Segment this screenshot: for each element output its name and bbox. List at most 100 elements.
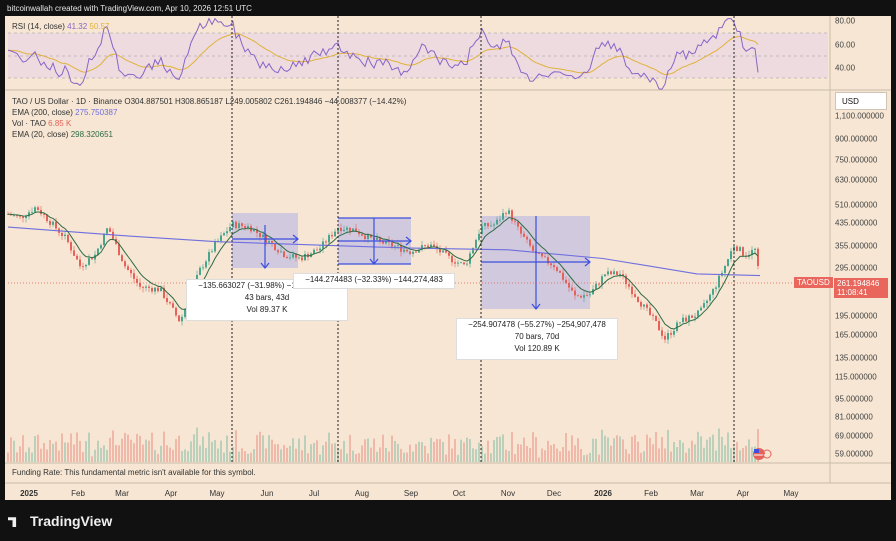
currency-selector[interactable]: USD bbox=[835, 92, 887, 110]
candle-body bbox=[253, 229, 255, 232]
price-tick-label: 435.000000 bbox=[835, 218, 878, 228]
candle-body bbox=[496, 219, 498, 225]
measure-box-1[interactable]: −135.663027 (−31.98%) −135,663,027 43 ba… bbox=[186, 279, 348, 321]
candle-body bbox=[673, 330, 675, 335]
volume-bar bbox=[40, 448, 42, 462]
volume-bar bbox=[532, 432, 534, 462]
price-tick-label: 355.000000 bbox=[835, 241, 878, 251]
candle-body bbox=[319, 248, 321, 251]
volume-bar bbox=[376, 451, 378, 462]
price-tick-label: 295.000000 bbox=[835, 263, 878, 273]
measure-box-2[interactable]: −144.274483 (−32.33%) −144,274,483 bbox=[293, 273, 455, 289]
candle-body bbox=[694, 316, 696, 318]
ema200-legend[interactable]: EMA (200, close) 275.750387 bbox=[12, 108, 117, 117]
candle-body bbox=[55, 221, 57, 229]
volume-bar bbox=[391, 435, 393, 462]
volume-bar bbox=[460, 439, 462, 462]
candle-body bbox=[532, 245, 534, 251]
volume-bar bbox=[703, 447, 705, 462]
volume-bar bbox=[85, 441, 87, 462]
volume-bar bbox=[88, 432, 90, 462]
volume-bar bbox=[595, 438, 597, 462]
candle-body bbox=[19, 215, 21, 217]
volume-bar bbox=[316, 440, 318, 462]
volume-bar bbox=[331, 443, 333, 462]
volume-bar bbox=[211, 441, 213, 462]
candle-body bbox=[43, 214, 45, 215]
candle-body bbox=[646, 304, 648, 308]
volume-bar bbox=[55, 441, 57, 462]
volume-bar bbox=[676, 446, 678, 462]
volume-bar bbox=[34, 436, 36, 462]
candle-body bbox=[403, 249, 405, 252]
volume-bar bbox=[43, 442, 45, 462]
candle-body bbox=[379, 237, 381, 241]
volume-bar bbox=[646, 434, 648, 462]
ema20-label: EMA (20, close) bbox=[12, 130, 69, 139]
rsi-label: RSI (14, close) bbox=[12, 22, 65, 31]
volume-bar bbox=[160, 445, 162, 462]
volume-bar bbox=[274, 444, 276, 462]
candle-body bbox=[751, 249, 753, 255]
volume-bar bbox=[745, 445, 747, 462]
volume-bar bbox=[412, 451, 414, 462]
volume-bar bbox=[640, 452, 642, 462]
volume-bar bbox=[16, 452, 18, 462]
volume-bar bbox=[136, 433, 138, 462]
volume-bar bbox=[568, 450, 570, 462]
candle-body bbox=[64, 234, 66, 236]
volume-bar bbox=[544, 450, 546, 462]
volume-bar bbox=[277, 444, 279, 462]
symbol-label: TAO / US Dollar · 1D · Binance bbox=[12, 97, 123, 106]
candle-body bbox=[166, 298, 168, 303]
time-tick-label: Jul bbox=[308, 489, 320, 498]
ema20-legend[interactable]: EMA (20, close) 298.320651 bbox=[12, 130, 113, 139]
candle-body bbox=[514, 220, 516, 222]
candle-body bbox=[280, 251, 282, 253]
volume-bar bbox=[361, 445, 363, 462]
price-tick-label: 69.000000 bbox=[835, 431, 873, 441]
volume-bar bbox=[31, 452, 33, 462]
volume-bar bbox=[235, 430, 237, 462]
candle-body bbox=[220, 235, 222, 241]
volume-bar bbox=[673, 441, 675, 462]
price-tick-label: 115.000000 bbox=[835, 372, 877, 382]
candle-body bbox=[268, 240, 270, 243]
candle-body bbox=[553, 265, 555, 268]
volume-legend[interactable]: Vol · TAO 6.85 K bbox=[12, 119, 71, 128]
volume-bar bbox=[202, 436, 204, 462]
volume-bar bbox=[529, 447, 531, 462]
volume-bar bbox=[709, 437, 711, 462]
candle-body bbox=[298, 257, 300, 259]
volume-bar bbox=[466, 437, 468, 462]
candle-body bbox=[598, 283, 600, 285]
ticker-tag: TAOUSD bbox=[794, 277, 833, 288]
candle-body bbox=[367, 234, 369, 240]
candle-body bbox=[442, 250, 444, 253]
volume-bar bbox=[559, 451, 561, 462]
rsi-legend[interactable]: RSI (14, close) 41.32 50.57 bbox=[12, 22, 109, 31]
candle-body bbox=[637, 296, 639, 302]
price-tick-label: 165.000000 bbox=[835, 330, 878, 340]
measure-box-3[interactable]: −254.907478 (−55.27%) −254,907,478 70 ba… bbox=[456, 318, 618, 360]
candle-body bbox=[481, 225, 483, 234]
candle-body bbox=[562, 272, 564, 280]
volume-bar bbox=[553, 443, 555, 462]
time-tick-label: Aug bbox=[354, 489, 370, 498]
candle-body bbox=[433, 244, 435, 247]
volume-bar bbox=[28, 447, 30, 462]
candle-body bbox=[712, 288, 714, 295]
candle-body bbox=[370, 234, 372, 238]
candle-body bbox=[715, 287, 717, 289]
candle-body bbox=[208, 251, 210, 262]
symbol-legend[interactable]: TAO / US Dollar · 1D · Binance O304.8875… bbox=[12, 97, 406, 106]
candle-body bbox=[571, 287, 573, 291]
volume-bar bbox=[484, 453, 486, 462]
volume-bar bbox=[226, 435, 228, 462]
tradingview-logo[interactable]: TradingView bbox=[8, 513, 112, 529]
candlesticks bbox=[7, 205, 759, 344]
candle-body bbox=[520, 226, 522, 234]
volume-bar bbox=[571, 435, 573, 462]
candle-body bbox=[376, 237, 378, 240]
volume-bar bbox=[172, 449, 174, 462]
